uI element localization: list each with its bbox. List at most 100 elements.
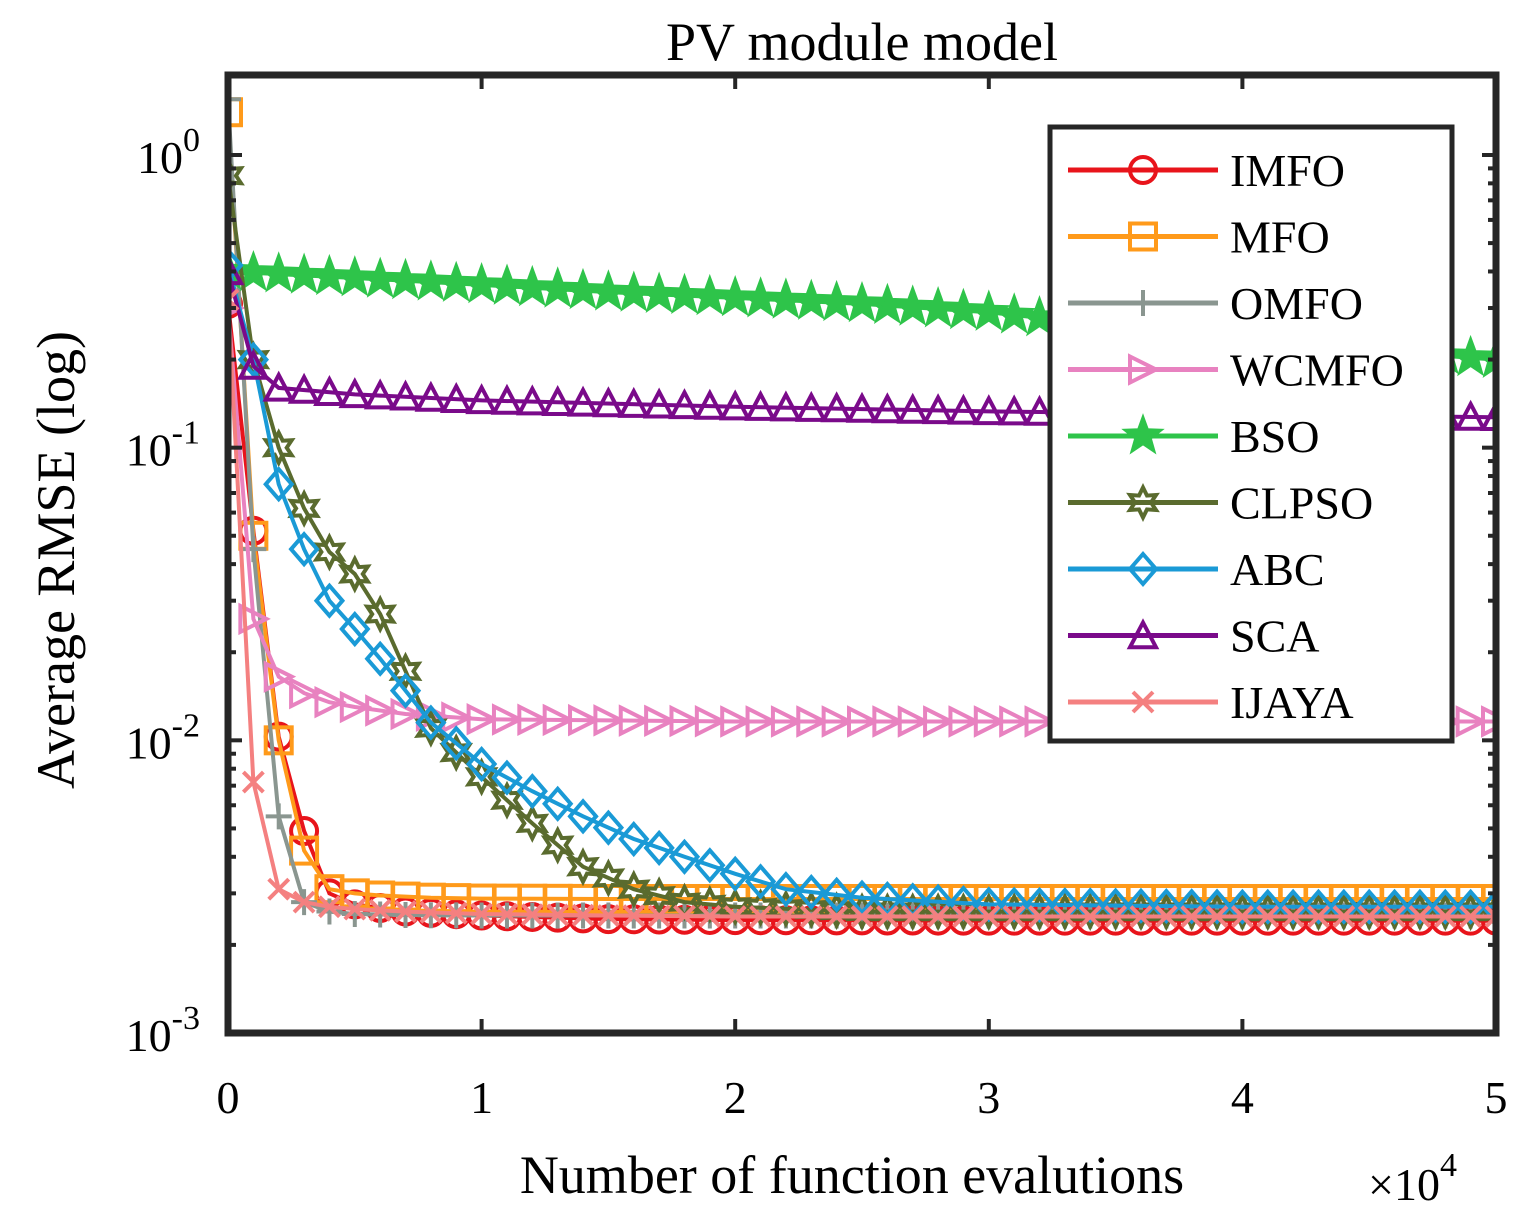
data-point <box>1481 883 1496 914</box>
data-point <box>1099 887 1132 924</box>
data-point <box>237 341 270 378</box>
data-point <box>618 704 652 737</box>
data-point <box>846 879 878 916</box>
data-point <box>967 289 1011 331</box>
data-point <box>901 905 925 928</box>
data-point <box>1023 886 1056 923</box>
data-point <box>668 838 701 875</box>
data-point <box>1454 399 1487 431</box>
data-point <box>977 905 1001 928</box>
data-point <box>1429 888 1461 925</box>
data-point <box>465 383 498 415</box>
data-point <box>872 705 905 738</box>
data-point <box>228 156 245 196</box>
data-point <box>495 902 519 926</box>
x-tick-label: 5 <box>1485 1072 1508 1123</box>
data-point <box>1302 888 1335 925</box>
data-point <box>618 820 650 858</box>
y-tick-exponent: -3 <box>172 1000 200 1037</box>
data-point <box>592 386 625 418</box>
data-point <box>1479 399 1496 431</box>
y-tick-exponent: -2 <box>172 707 200 744</box>
data-point <box>1383 905 1406 928</box>
data-point <box>1078 905 1102 928</box>
data-point <box>470 902 494 926</box>
y-tick-label: 10-2 <box>126 707 200 768</box>
data-point <box>289 835 320 866</box>
data-point <box>288 531 320 568</box>
data-point <box>692 884 727 924</box>
legend-item-sca: SCA <box>1068 611 1319 662</box>
data-point <box>339 611 371 648</box>
data-point <box>871 392 904 424</box>
data-point <box>1281 905 1305 928</box>
data-point <box>616 869 651 909</box>
data-point <box>343 897 367 921</box>
data-point <box>694 705 728 738</box>
data-point <box>466 703 500 736</box>
legend-item-bso: BSO <box>1068 411 1319 462</box>
data-point <box>718 389 752 421</box>
data-point <box>228 86 241 113</box>
legend-item-mfo: MFO <box>1068 212 1330 263</box>
data-point <box>1002 905 1026 928</box>
legend-item-wcmfo: WCMFO <box>1068 345 1404 396</box>
data-point <box>568 703 601 737</box>
y-tick-base: 10 <box>126 717 172 768</box>
legend-marker <box>1131 690 1155 714</box>
legend-label: MFO <box>1230 212 1330 263</box>
data-point <box>897 705 931 738</box>
x-tick-label: 4 <box>1231 1072 1254 1123</box>
legend-label: CLPSO <box>1230 478 1373 529</box>
data-point <box>237 348 270 380</box>
x-tick-label: 2 <box>724 1072 747 1123</box>
y-tick-exponent: 0 <box>183 122 200 159</box>
series-abc <box>228 247 1496 925</box>
data-point <box>363 378 397 410</box>
data-point <box>542 785 574 822</box>
data-point <box>540 825 575 865</box>
data-point <box>948 705 981 738</box>
data-point <box>1459 905 1483 928</box>
series-line-abc <box>228 264 1496 909</box>
data-point <box>825 905 849 928</box>
data-point <box>287 488 322 528</box>
legend-marker <box>1126 482 1160 523</box>
data-point <box>591 858 626 898</box>
data-point <box>998 886 1030 923</box>
data-point <box>313 582 346 619</box>
data-point <box>312 532 347 572</box>
data-point <box>338 377 372 409</box>
data-point <box>799 905 823 928</box>
data-point <box>341 901 368 928</box>
data-point <box>617 386 651 418</box>
data-point <box>1433 905 1457 928</box>
data-point <box>261 428 296 468</box>
data-point <box>1328 888 1360 925</box>
data-point <box>318 895 341 919</box>
legend-item-ijaya: IJAYA <box>1068 677 1354 728</box>
series-ijaya <box>228 288 1496 928</box>
data-point <box>265 803 292 830</box>
data-point <box>647 904 671 928</box>
data-point <box>643 829 675 866</box>
data-point <box>414 380 448 412</box>
data-point <box>794 390 828 422</box>
data-point <box>1454 888 1487 925</box>
data-point <box>1307 905 1330 928</box>
data-point <box>698 904 722 928</box>
data-point <box>845 391 879 423</box>
data-point <box>389 672 422 709</box>
data-point <box>593 704 626 737</box>
data-point <box>571 903 595 927</box>
data-point <box>1074 887 1106 924</box>
data-point <box>875 905 899 928</box>
data-point <box>517 703 550 736</box>
x-axis-multiplier: ×104 <box>1368 1147 1457 1210</box>
data-point <box>999 705 1032 738</box>
legend-label: SCA <box>1230 611 1319 662</box>
data-point <box>316 898 343 925</box>
data-point <box>368 898 392 922</box>
legend-marker <box>1121 413 1165 455</box>
data-point <box>1256 905 1280 928</box>
